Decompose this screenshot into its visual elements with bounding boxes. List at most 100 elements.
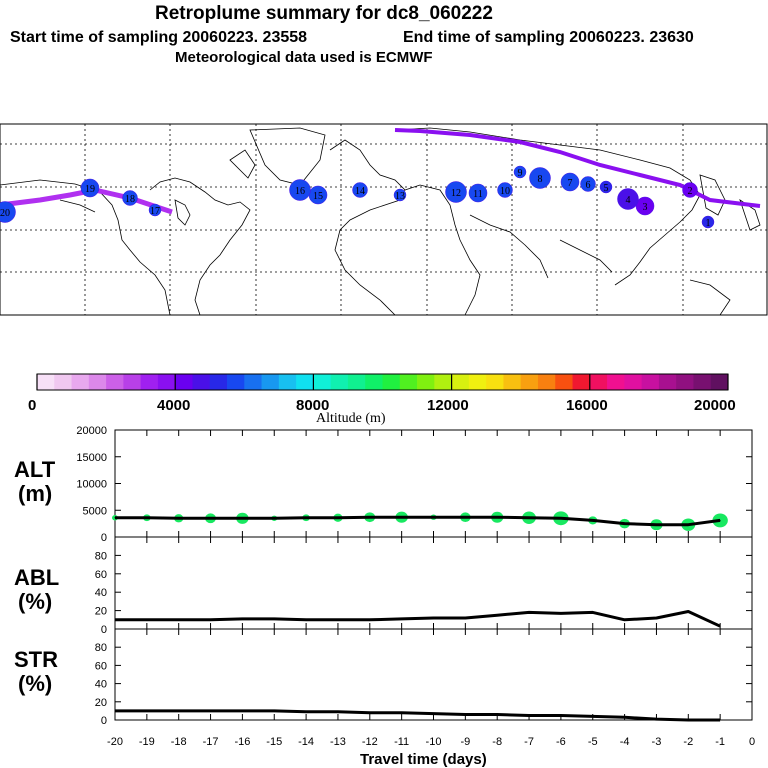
trajectory-marker-label: 14 — [355, 186, 365, 197]
abl-label-line2: (%) — [18, 589, 52, 614]
abl-label-line1: ABL — [14, 565, 59, 590]
abl-data-point — [624, 619, 626, 621]
chart-title: Retroplume summary for dc8_060222 — [155, 3, 493, 24]
abl-data-point — [273, 618, 275, 620]
trajectory-marker-label: 13 — [395, 191, 405, 202]
trajectory-marker — [393, 188, 407, 202]
str-data-point — [337, 711, 339, 713]
trajectory-marker-label: 2 — [688, 186, 693, 197]
alt-data-point — [624, 523, 626, 525]
x-tick-label: -3 — [652, 736, 662, 748]
colorbar-swatch — [676, 374, 694, 390]
x-tick-label: -4 — [620, 736, 630, 748]
str-data-point — [624, 716, 626, 718]
str-label-line2: (%) — [18, 671, 52, 696]
colorbar-tick-0: 0 — [28, 397, 36, 414]
alt-data-point — [241, 517, 243, 519]
x-tick-label: -7 — [524, 736, 534, 748]
colorbar-swatch — [486, 374, 504, 390]
trajectory-marker — [289, 179, 311, 201]
colorbar-tick-12000: 12000 — [427, 397, 469, 414]
str-data-point — [305, 711, 307, 713]
colorbar-swatch — [54, 374, 72, 390]
colorbar-swatch — [451, 374, 470, 390]
colorbar-swatch — [88, 374, 107, 390]
trajectory-marker — [529, 167, 551, 189]
alt-data-point — [496, 516, 498, 518]
trajectory-marker — [122, 190, 138, 206]
colorbar-swatch — [503, 374, 522, 390]
abl-data-point — [114, 619, 116, 621]
x-tick-label: -11 — [394, 736, 409, 748]
abl-data-point — [592, 611, 594, 613]
x-tick-label: -6 — [556, 736, 566, 748]
alt-data-point — [592, 519, 594, 521]
str-data-point — [496, 714, 498, 716]
trajectory-marker-label: 9 — [518, 168, 523, 179]
abl-data-point — [560, 612, 562, 614]
colorbar-label: Altitude (m) — [316, 411, 386, 426]
trajectory-marker — [0, 201, 16, 223]
colorbar-swatch — [589, 374, 608, 390]
colorbar-swatch — [641, 374, 660, 390]
x-tick-label: -16 — [234, 736, 250, 748]
alt-ytick-label: 0 — [101, 532, 107, 544]
colorbar-swatch — [607, 374, 625, 390]
map-frame — [0, 123, 768, 316]
colorbar-swatch — [157, 374, 176, 390]
alt-data-point — [401, 516, 403, 518]
alt-data-point — [719, 519, 721, 521]
colorbar-swatch — [468, 374, 487, 390]
trajectory-marker-label: 4 — [626, 195, 631, 206]
colorbar-swatch — [37, 374, 55, 390]
alt-data-point — [305, 517, 307, 519]
colorbar-tick-4000: 4000 — [157, 397, 190, 414]
alt-label-line1: ALT — [14, 457, 56, 482]
str-data-point — [369, 712, 371, 714]
alt-label-line2: (m) — [18, 481, 52, 506]
str-data-point — [687, 719, 689, 721]
trajectory-marker — [148, 203, 162, 217]
trajectory-marker-label: 1 — [706, 218, 711, 229]
trajectory-marker — [352, 182, 368, 198]
trajectory-marker-label: 3 — [643, 202, 648, 213]
trajectory-marker — [599, 180, 613, 194]
alt-data-point — [146, 517, 148, 519]
str-data-point — [433, 713, 434, 715]
trajectory-marker — [580, 176, 596, 192]
abl-data-point — [305, 619, 307, 621]
str-data-point — [241, 710, 243, 712]
alt-ytick-label: 10000 — [76, 479, 107, 491]
colorbar-swatch — [520, 374, 539, 390]
trajectory-marker — [560, 172, 580, 192]
str-label-line1: STR — [14, 647, 58, 672]
str-data-point — [178, 710, 180, 712]
abl-ytick-label: 60 — [95, 569, 107, 581]
colorbar-swatch — [175, 374, 193, 390]
colorbar-swatch — [244, 374, 262, 390]
colorbar — [36, 373, 729, 391]
str-ytick-label: 40 — [95, 679, 107, 691]
colorbar-swatch — [192, 374, 211, 390]
colorbar-swatch — [347, 374, 366, 390]
colorbar-swatch — [434, 374, 452, 390]
x-tick-label: -20 — [107, 736, 123, 748]
str-ytick-label: 0 — [101, 715, 107, 727]
colorbar-swatch — [330, 374, 349, 390]
start-time-label: Start time of sampling 20060223. 23558 — [10, 29, 307, 46]
trajectory-marker-label: 5 — [604, 183, 609, 194]
x-tick-label: -1 — [715, 736, 725, 748]
colorbar-swatch — [624, 374, 643, 390]
x-tick-label: -14 — [298, 736, 314, 748]
abl-data-point — [337, 619, 339, 621]
x-tick-label: -13 — [330, 736, 346, 748]
x-tick-label: -15 — [266, 736, 282, 748]
colorbar-swatch — [572, 374, 591, 390]
colorbar-swatch — [261, 374, 280, 390]
abl-data-point — [464, 617, 466, 619]
abl-data-point — [433, 617, 434, 619]
end-time-label: End time of sampling 20060223. 23630 — [403, 29, 694, 46]
abl-data-point — [210, 619, 212, 621]
colorbar-tick-16000: 16000 — [566, 397, 608, 414]
